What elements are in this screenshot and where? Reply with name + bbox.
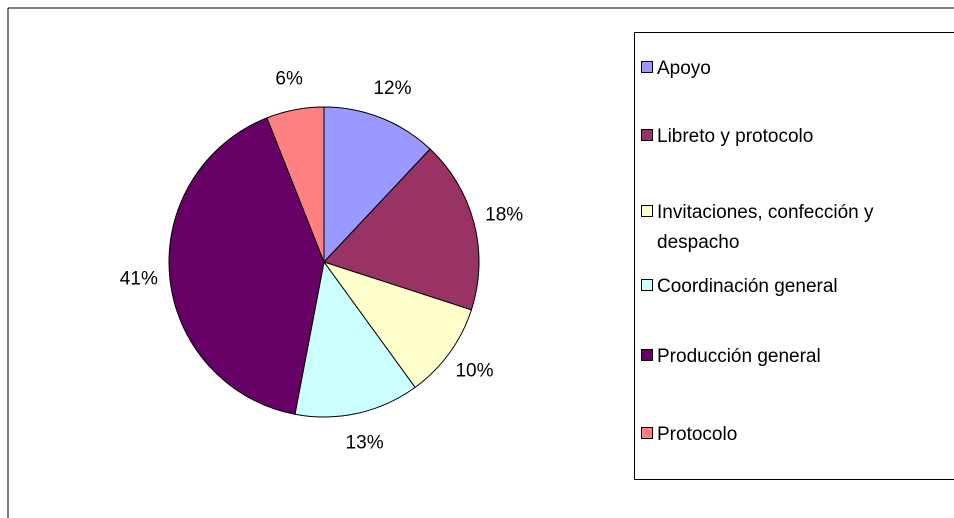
legend-entry: Producción general <box>641 342 951 372</box>
data-label-value: 12 <box>373 78 394 99</box>
pie-slice <box>294 260 416 418</box>
legend-label: Producción general <box>657 346 821 367</box>
legend-swatch <box>641 427 653 439</box>
legend-swatch <box>641 61 653 73</box>
pie-slice <box>168 117 325 415</box>
legend-label: Apoyo <box>657 58 711 79</box>
pie-slice <box>323 148 480 311</box>
legend-swatch <box>641 349 653 361</box>
legend-entry: Protocolo <box>641 420 951 450</box>
pie-slice <box>266 106 325 263</box>
legend-entry: Coordinación general <box>641 272 951 302</box>
data-label-unit: % <box>286 68 303 89</box>
legend: Apoyo Libreto y protocolo Invitaciones, co… <box>634 32 954 480</box>
data-label-value: 13 <box>346 433 367 454</box>
pie-slice <box>322 261 473 389</box>
legend-label: Protocolo <box>657 424 738 445</box>
legend-swatch <box>641 205 653 217</box>
legend-swatch <box>641 129 653 141</box>
data-label-unit: % <box>506 205 523 226</box>
legend-entry: Invitaciones, confección y despacho <box>641 198 951 258</box>
data-label: 12% <box>373 78 411 99</box>
data-label-value: 10 <box>455 360 476 381</box>
data-label: 6% <box>275 68 303 89</box>
pie-slice <box>323 106 431 264</box>
pie: 12%18%10%13%41%6% <box>120 68 523 453</box>
data-label-unit: % <box>367 433 384 454</box>
data-label-value: 18 <box>485 205 506 226</box>
legend-entry: Libreto y protocolo <box>641 122 951 152</box>
data-label: 41% <box>120 269 158 290</box>
legend-label: Coordinación general <box>657 276 838 297</box>
data-label: 13% <box>346 433 384 454</box>
data-label-unit: % <box>141 269 158 290</box>
data-label: 10% <box>455 360 493 381</box>
legend-entry: Apoyo <box>641 54 951 84</box>
data-label-value: 41 <box>120 269 141 290</box>
legend-swatch <box>641 279 653 291</box>
data-label-value: 6 <box>275 68 286 89</box>
legend-label: Libreto y protocolo <box>657 126 814 147</box>
legend-label: Invitaciones, confección y despacho <box>657 202 874 253</box>
data-label-unit: % <box>395 78 412 99</box>
data-label: 18% <box>485 205 523 226</box>
data-label-unit: % <box>477 360 494 381</box>
